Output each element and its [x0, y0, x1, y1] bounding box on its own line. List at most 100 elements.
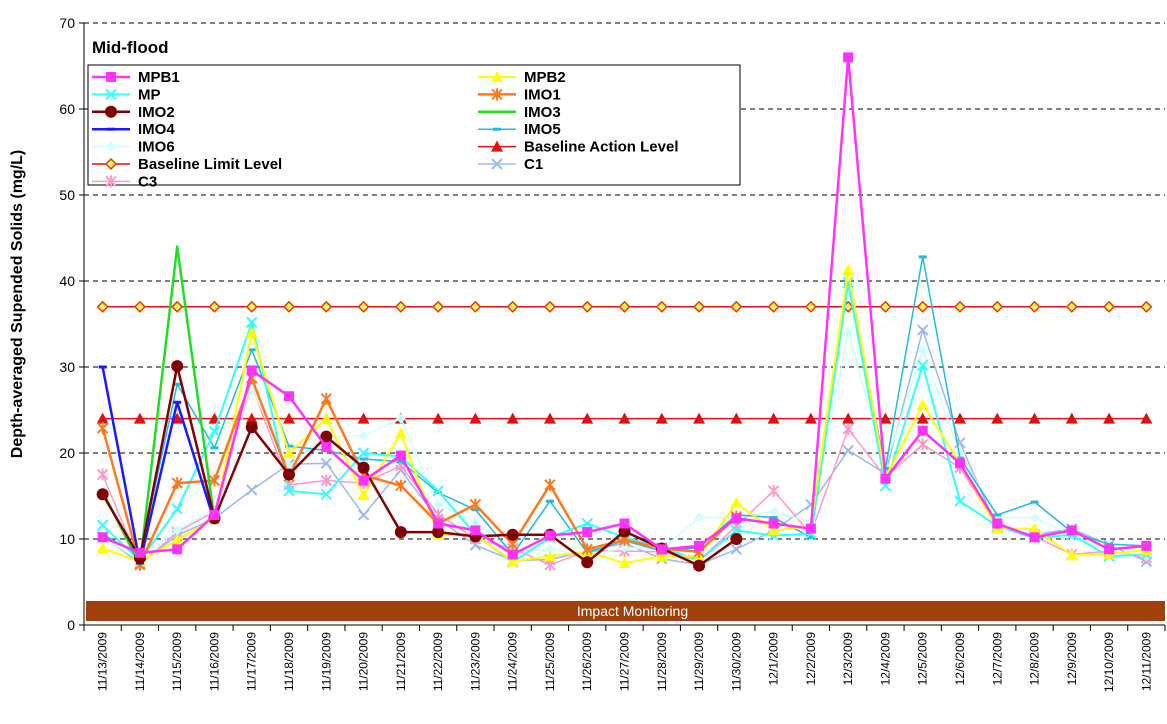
legend-label-imo6: IMO6 — [138, 139, 175, 156]
data-point-imo5 — [210, 446, 219, 450]
data-point-mpb1 — [395, 450, 406, 461]
x-tick-label: 11/18/2009 — [282, 632, 296, 691]
data-point-imo2 — [581, 556, 594, 569]
legend-marker-imo1 — [491, 88, 503, 101]
data-point-mpb2 — [916, 398, 929, 410]
chart-subtitle: Mid-flood — [92, 38, 168, 57]
data-point-mp — [283, 485, 295, 497]
legend-label-c3: C3 — [138, 173, 157, 190]
data-point-c1 — [320, 457, 333, 470]
x-tick-label: 11/30/2009 — [729, 632, 743, 691]
series-mpb1 — [97, 52, 1152, 560]
data-point-mpb1 — [582, 527, 593, 538]
x-tick-label: 11/19/2009 — [319, 632, 333, 691]
data-point-imo1 — [544, 478, 556, 491]
data-point-baseline-limit-level — [245, 300, 258, 313]
data-point-baseline-limit-level — [879, 300, 892, 313]
data-point-imo1 — [96, 422, 109, 435]
data-point-baseline-limit-level — [171, 300, 184, 313]
data-point-imo6 — [544, 544, 555, 555]
x-tick-label: 11/22/2009 — [431, 632, 445, 691]
data-point-imo6 — [694, 512, 705, 523]
legend-item-c3: C3 — [92, 173, 157, 190]
data-point-mpb1 — [992, 518, 1003, 529]
x-tick-label: 11/13/2009 — [96, 632, 110, 691]
data-point-imo5 — [918, 255, 927, 259]
x-tick-label: 11/26/2009 — [580, 632, 594, 691]
y-tick-label: 10 — [59, 531, 75, 547]
data-point-baseline-limit-level — [804, 300, 817, 313]
data-point-imo1 — [320, 392, 333, 405]
data-point-imo2 — [357, 461, 370, 474]
data-point-baseline-action-level — [1140, 412, 1153, 424]
x-tick-label: 12/7/2009 — [990, 632, 1004, 686]
data-point-imo5 — [173, 382, 182, 386]
data-point-baseline-limit-level — [953, 300, 967, 313]
data-point-mpb2 — [1028, 522, 1041, 534]
data-point-imo2 — [693, 559, 706, 572]
legend-marker-c3 — [105, 175, 117, 188]
data-point-mpb2 — [655, 550, 668, 562]
series-baseline-action-level — [96, 412, 1153, 424]
axes — [79, 22, 1166, 631]
data-point-mp — [246, 316, 258, 328]
data-point-baseline-action-level — [245, 412, 258, 424]
data-point-mpb2 — [730, 496, 743, 508]
data-point-mpb1 — [433, 518, 444, 529]
data-point-baseline-action-level — [432, 412, 445, 424]
data-point-c1 — [357, 509, 370, 521]
data-point-c1 — [916, 324, 929, 336]
data-point-baseline-limit-level — [618, 300, 631, 313]
legend-marker-baseline-limit-level — [104, 157, 118, 171]
legend-item-imo3: IMO3 — [478, 104, 561, 121]
y-tick-label: 60 — [59, 101, 75, 117]
data-point-mpb2 — [394, 427, 407, 439]
legend-label-imo4: IMO4 — [138, 121, 175, 138]
data-point-mpb1 — [209, 509, 220, 520]
data-point-mpb2 — [618, 557, 631, 569]
series-line-imo4 — [101, 366, 216, 565]
y-tick-label: 50 — [59, 187, 75, 203]
legend-marker-mp — [105, 88, 117, 101]
data-point-baseline-limit-level — [208, 300, 221, 313]
data-point-baseline-limit-level — [506, 300, 519, 313]
data-point-imo2 — [506, 528, 519, 541]
data-point-c1 — [730, 543, 743, 556]
series-layer — [96, 52, 1153, 572]
legend-label-mpb1: MPB1 — [138, 69, 180, 86]
data-point-baseline-limit-level — [1065, 300, 1078, 313]
data-point-mpb1 — [1029, 532, 1040, 543]
data-point-imo6 — [395, 413, 406, 424]
data-point-baseline-action-level — [283, 412, 296, 424]
x-tick-label: 12/2/2009 — [804, 632, 818, 686]
x-tick-label: 11/21/2009 — [394, 632, 408, 691]
data-point-mpb2 — [171, 533, 184, 545]
data-point-baseline-limit-level — [991, 300, 1004, 313]
data-point-mpb1 — [843, 52, 854, 63]
data-point-mpb1 — [656, 544, 667, 555]
data-point-mpb2 — [842, 263, 855, 275]
data-point-baseline-action-level — [1065, 412, 1078, 424]
x-tick-label: 11/16/2009 — [207, 632, 221, 691]
legend-label-mp: MP — [138, 86, 161, 103]
legend-marker-mpb1 — [106, 72, 116, 82]
data-point-imo5 — [359, 457, 368, 461]
x-tick-label: 12/1/2009 — [767, 632, 781, 686]
legend-marker-imo5 — [493, 127, 501, 131]
x-tick-label: 11/17/2009 — [245, 632, 259, 691]
data-point-baseline-limit-level — [394, 300, 407, 313]
legend-item-mp: MP — [92, 86, 161, 103]
data-point-imo5 — [993, 513, 1002, 517]
data-point-baseline-action-level — [953, 412, 966, 424]
data-point-imo5 — [545, 499, 554, 503]
data-point-c1 — [842, 444, 854, 457]
data-point-imo5 — [769, 516, 778, 519]
data-point-baseline-action-level — [543, 412, 556, 424]
data-point-imo2 — [320, 430, 333, 443]
data-point-baseline-action-level — [96, 412, 109, 424]
data-point-mpb1 — [507, 549, 518, 560]
data-point-mpb1 — [1104, 544, 1115, 555]
data-point-imo6 — [619, 542, 630, 553]
data-point-baseline-limit-level — [767, 300, 780, 313]
